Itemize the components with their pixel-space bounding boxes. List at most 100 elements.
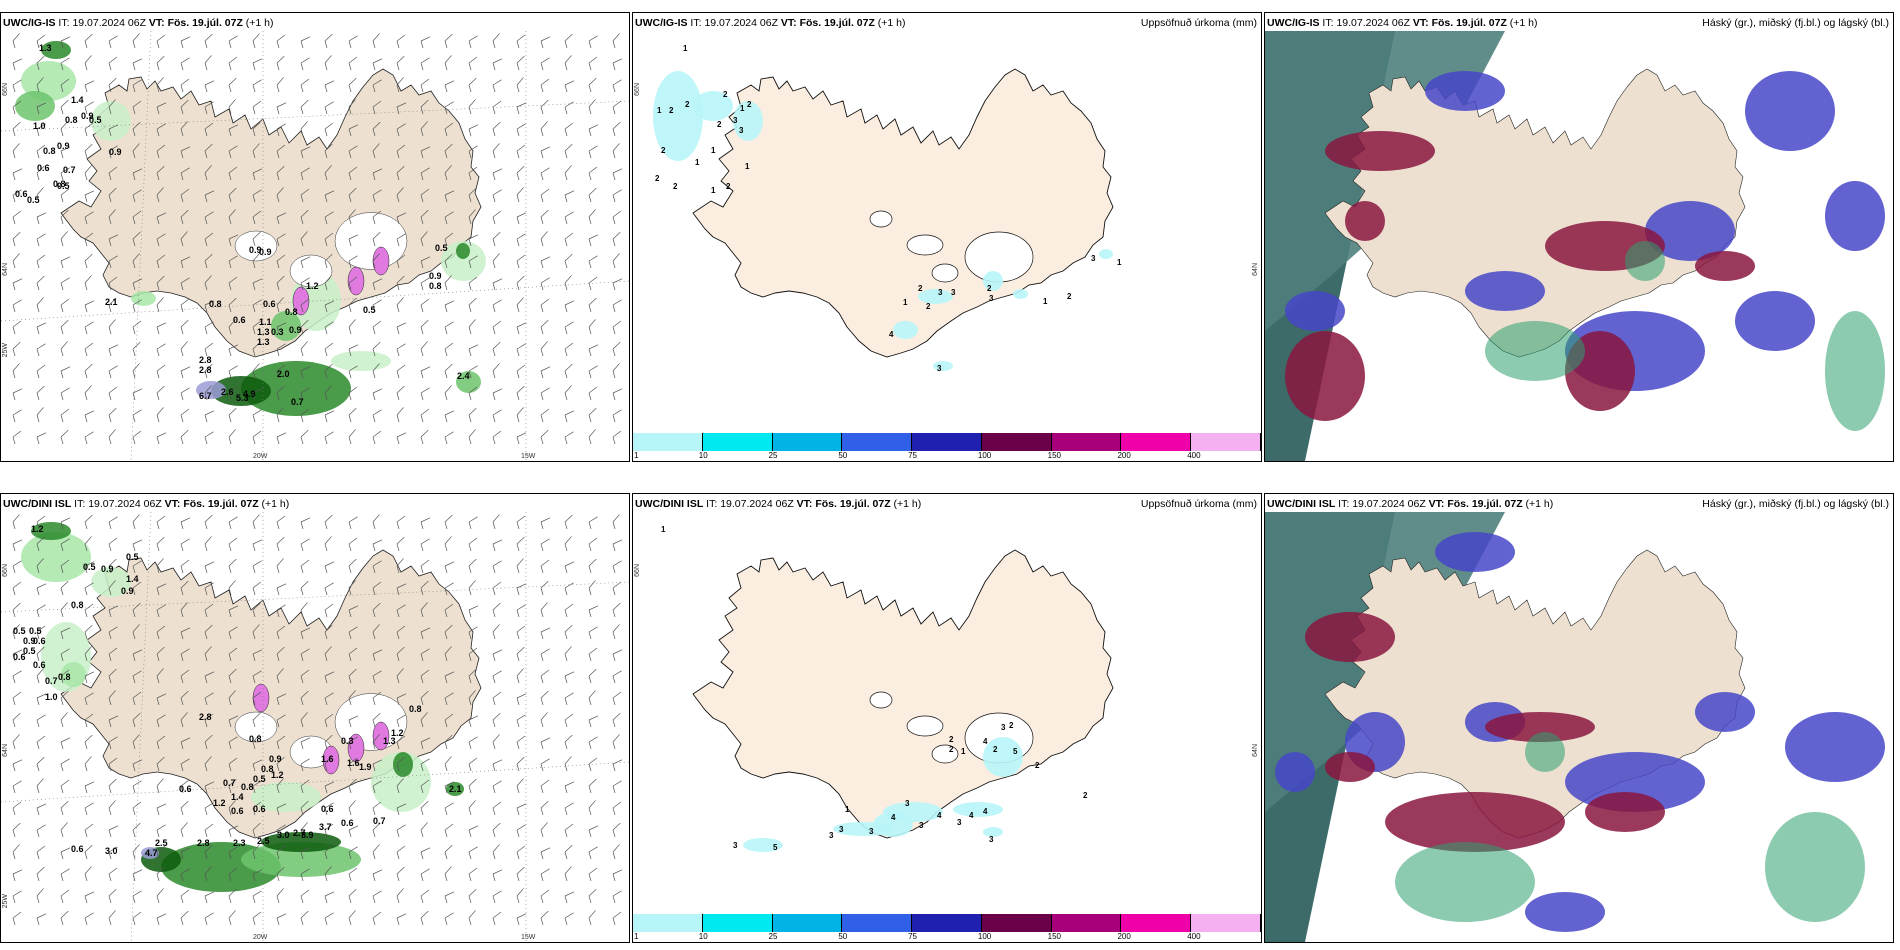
wind-barb: [564, 190, 575, 203]
graticule-lat: [1, 100, 629, 132]
wind-barb: [492, 189, 502, 203]
wind-barb: [12, 670, 22, 684]
wind-barb: [564, 253, 573, 269]
mid-cloud: [1325, 752, 1375, 782]
wind-barb: [132, 759, 143, 772]
wind-barb: [468, 516, 478, 530]
wind-barb: [156, 536, 165, 552]
wind-barb: [108, 690, 116, 706]
precip-value: 0.6: [15, 189, 28, 199]
wind-barb: [180, 690, 189, 706]
precip-value: 0.5: [83, 562, 96, 572]
wind-barb: [204, 363, 213, 379]
wind-barb: [132, 100, 142, 115]
wind-barb: [228, 736, 238, 750]
wind-barb: [60, 209, 69, 225]
wind-barb: [180, 408, 190, 423]
wind-barb: [84, 55, 92, 71]
wind-barb: [612, 79, 622, 93]
wind-barb: [348, 867, 358, 882]
wind-barb: [396, 735, 406, 750]
wind-barb: [84, 713, 94, 728]
wind-barb: [324, 101, 334, 115]
wind-barb: [12, 341, 21, 357]
colorbar-cell: [1051, 914, 1122, 932]
wind-barb: [12, 121, 21, 137]
wind-barb: [132, 409, 142, 423]
wind-barb: [588, 276, 598, 291]
wind-barb: [540, 366, 551, 379]
wind-barb: [588, 319, 596, 335]
wind-barb: [60, 758, 70, 772]
precip-value: 1: [1043, 297, 1048, 306]
wind-barb: [156, 735, 166, 750]
wind-barb: [228, 516, 238, 530]
wind-barb: [420, 800, 429, 816]
wind-barb: [252, 780, 262, 794]
wind-barb: [348, 276, 358, 291]
wind-barb: [156, 187, 164, 203]
wind-barb: [348, 297, 357, 313]
wind-barb: [108, 626, 118, 640]
wind-barb: [324, 342, 334, 357]
wind-barb: [324, 891, 335, 904]
wind-barb: [84, 253, 93, 269]
wind-barb: [108, 234, 119, 247]
wind-barb: [396, 913, 407, 926]
iceland-landmass: [692, 68, 1114, 358]
precip-value: 0.9: [57, 141, 70, 151]
wind-barb: [204, 866, 212, 882]
wind-barb: [84, 211, 94, 225]
wind-barb: [588, 407, 597, 423]
wind-barb: [348, 690, 356, 706]
wind-barb: [156, 34, 166, 49]
mid-cloud: [1285, 331, 1365, 421]
lat-label-66n: 66N: [634, 564, 641, 577]
precip-value: 1.2: [31, 524, 44, 534]
wind-barb: [276, 297, 284, 313]
wind-barb: [12, 363, 20, 379]
wind-barb: [612, 430, 622, 445]
colorbar-label: 400: [1187, 932, 1201, 941]
wind-barb: [492, 430, 502, 445]
wind-barb: [540, 648, 550, 662]
wind-barb: [444, 101, 454, 115]
wind-barb: [420, 538, 430, 552]
wind-barb: [564, 844, 573, 860]
wind-barb: [276, 254, 286, 269]
wind-barb: [588, 888, 597, 904]
wind-barb: [252, 79, 262, 93]
wind-barb: [156, 888, 164, 904]
wind-barb: [300, 602, 308, 618]
wind-barb: [84, 603, 94, 618]
wind-barb: [156, 364, 166, 379]
wind-barb: [132, 231, 141, 247]
wind-barb: [420, 121, 428, 137]
wind-barb: [396, 625, 406, 640]
wind-barb: [60, 78, 70, 93]
precip-value: 2.1: [449, 784, 462, 794]
wind-barb: [156, 233, 166, 247]
wind-barb: [420, 298, 430, 313]
wind-barb: [396, 144, 406, 159]
wind-barb: [276, 888, 284, 904]
wind-barb: [444, 646, 452, 662]
wind-barb: [36, 55, 45, 71]
wind-barb: [492, 278, 503, 291]
wind-barb: [12, 210, 22, 225]
wind-barb: [444, 802, 454, 816]
wind-barb: [300, 690, 309, 706]
low-cloud: [1525, 892, 1605, 932]
panel-header: UWC/DINI ISL IT: 19.07.2024 06Z VT: Fös.…: [1267, 498, 1554, 510]
wind-barb: [492, 253, 500, 269]
precip-value: 0.5: [27, 195, 40, 205]
wind-barb: [396, 646, 405, 662]
wind-barb: [588, 825, 599, 838]
precip-area: [1099, 249, 1113, 259]
wind-barb: [300, 538, 310, 552]
wind-barb: [324, 385, 332, 401]
wind-barb: [516, 55, 525, 71]
wind-barb: [228, 234, 239, 247]
wind-barb: [588, 166, 598, 181]
wind-barb: [252, 734, 260, 750]
